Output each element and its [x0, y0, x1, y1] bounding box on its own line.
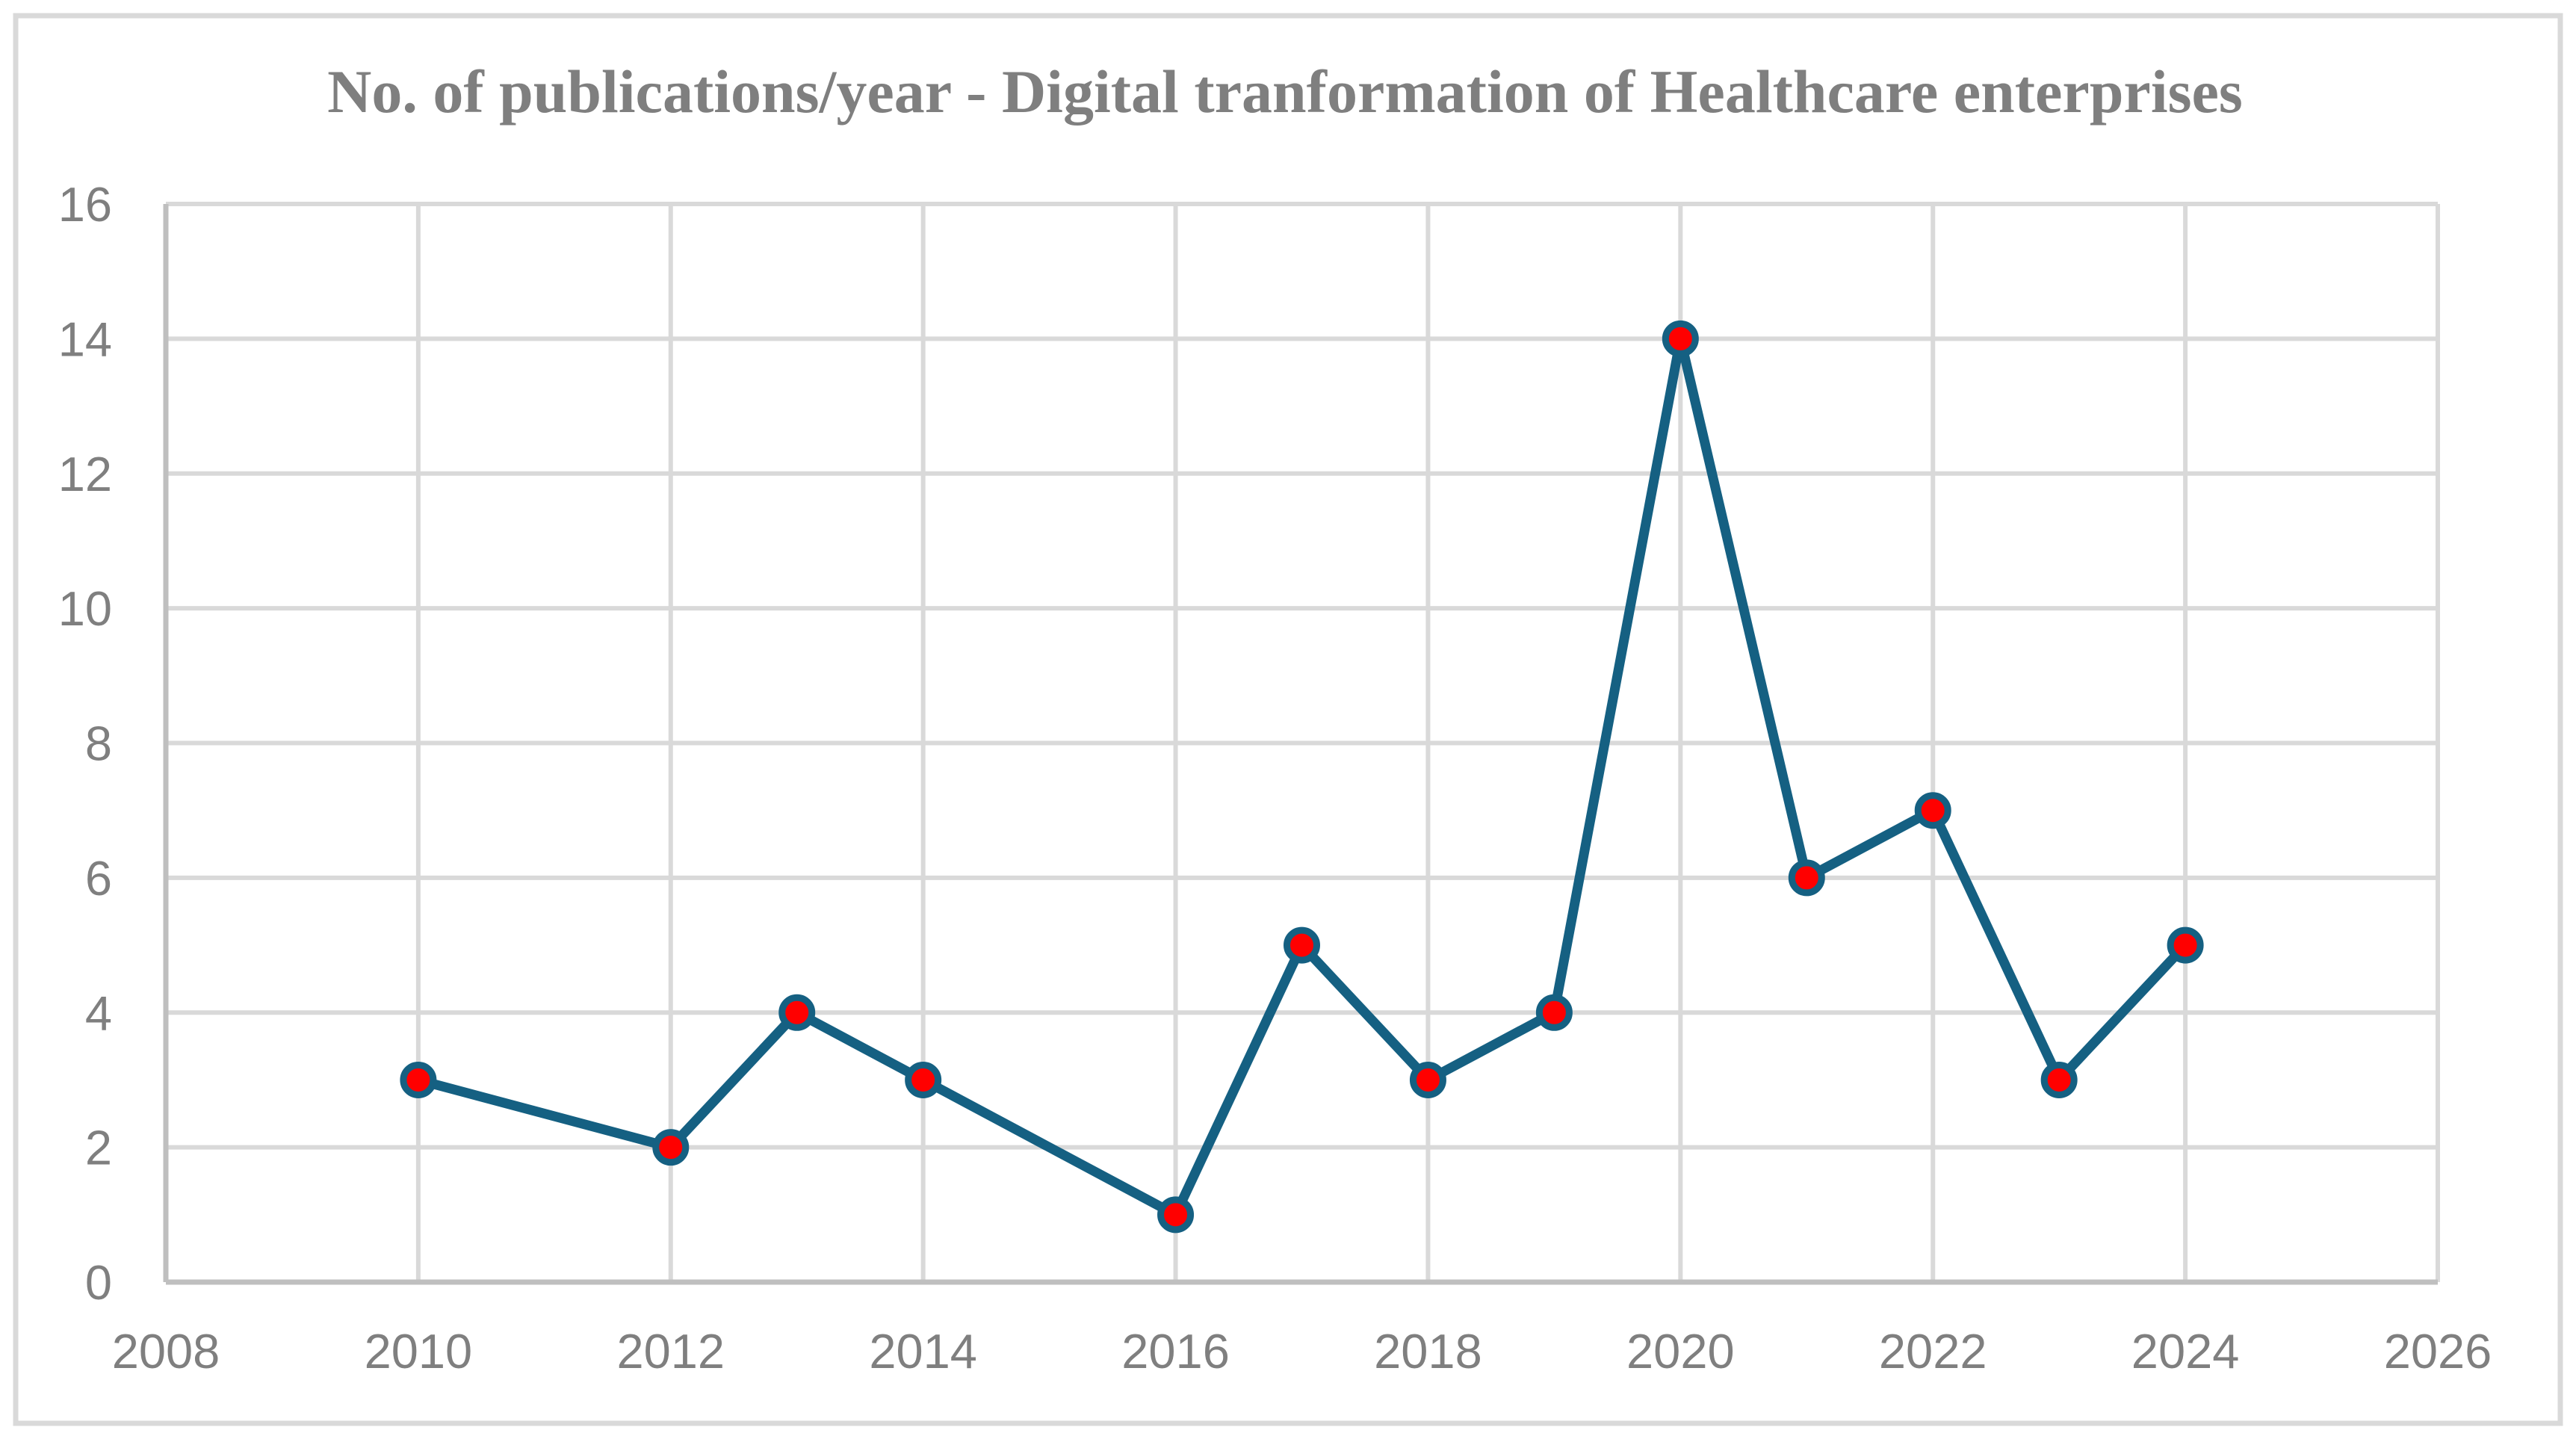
y-tick-label: 6: [85, 851, 112, 906]
y-tick-label: 2: [85, 1121, 112, 1175]
data-point-marker: [1662, 320, 1699, 357]
y-tick-label: 12: [58, 447, 112, 501]
data-point-marker: [652, 1129, 690, 1166]
data-point-marker: [1788, 859, 1825, 897]
x-tick-label: 2012: [616, 1324, 725, 1378]
data-point-marker: [2040, 1061, 2078, 1098]
data-point-marker: [1535, 994, 1573, 1031]
series-line: [413, 333, 2190, 1220]
x-tick-label: 2020: [1626, 1324, 1735, 1378]
axis-lines: [163, 204, 2438, 1285]
x-tick-label: 2014: [869, 1324, 977, 1378]
data-point-marker: [1914, 792, 1951, 829]
data-point-marker: [905, 1061, 942, 1098]
x-tick-label: 2018: [1374, 1324, 1482, 1378]
data-point-marker: [1409, 1061, 1446, 1098]
figure-border: [13, 13, 2563, 1426]
data-point-marker: [1284, 926, 1320, 964]
y-tick-label: 10: [58, 581, 112, 636]
data-point-marker: [2167, 926, 2204, 964]
chart-title: No. of publications/year - Digital tranf…: [327, 58, 2243, 126]
y-tick-label: 16: [58, 177, 112, 232]
y-tick-label: 4: [85, 985, 112, 1040]
data-series: [400, 320, 2204, 1234]
gridlines: [166, 202, 2440, 1282]
x-tick-label: 2026: [2384, 1324, 2492, 1378]
data-point-marker: [1157, 1196, 1195, 1234]
y-tick-label: 0: [85, 1255, 112, 1310]
y-axis-labels: 0 2 4 6 8 10 12 14 16: [58, 177, 112, 1310]
x-tick-label: 2024: [2131, 1324, 2240, 1378]
data-point-marker: [400, 1061, 437, 1098]
y-tick-label: 14: [58, 312, 112, 366]
y-tick-label: 8: [85, 717, 112, 771]
x-tick-label: 2010: [365, 1324, 473, 1378]
x-tick-label: 2008: [112, 1324, 220, 1378]
x-tick-label: 2016: [1121, 1324, 1230, 1378]
data-point-marker: [778, 994, 816, 1031]
x-axis-labels: 2008 2010 2012 2014 2016 2018 2020 2022 2024 2026: [112, 1324, 2492, 1378]
x-tick-label: 2022: [1879, 1324, 1987, 1378]
